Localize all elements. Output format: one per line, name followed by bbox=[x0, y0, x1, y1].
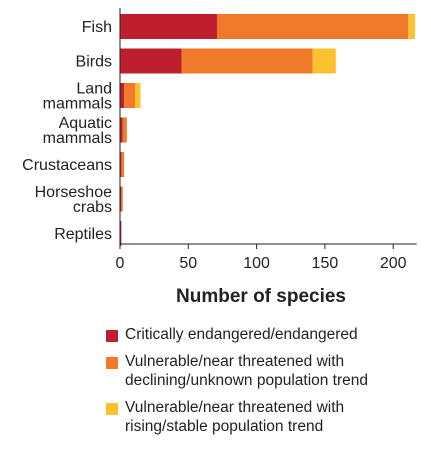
legend-label: Vulnerable/near threatened with rising/s… bbox=[125, 398, 344, 436]
category-label: mammals bbox=[43, 96, 112, 113]
bar-segment bbox=[135, 83, 141, 108]
x-tick-label: 150 bbox=[312, 255, 339, 272]
category-label: Aquatic bbox=[59, 115, 112, 132]
category-labels: FishBirdsLandmammalsAquaticmammalsCrusta… bbox=[22, 19, 112, 243]
x-tick-label: 200 bbox=[380, 255, 407, 272]
category-label: Reptiles bbox=[54, 226, 112, 243]
bar-segment bbox=[122, 117, 127, 143]
legend-label: Critically endangered/endangered bbox=[125, 325, 358, 344]
x-tick-label: 50 bbox=[179, 255, 197, 272]
x-tick-label: 100 bbox=[243, 255, 270, 272]
bar-segment bbox=[408, 14, 416, 39]
x-tick-label: 0 bbox=[116, 255, 125, 272]
legend-swatch-stable bbox=[106, 403, 118, 415]
bar-segment bbox=[124, 83, 136, 108]
legend-item: Critically endangered/endangered bbox=[106, 325, 426, 344]
bar-segment bbox=[120, 221, 122, 246]
x-ticks: 0 50 100 150 200 bbox=[116, 244, 407, 272]
legend-swatch-endangered bbox=[106, 330, 118, 342]
category-label: mammals bbox=[43, 130, 112, 147]
category-label: crabs bbox=[73, 199, 112, 216]
bar-segment bbox=[120, 117, 123, 143]
x-axis-title: Number of species bbox=[176, 286, 346, 307]
bar-segment bbox=[120, 152, 122, 177]
bar-segment bbox=[216, 14, 409, 39]
legend-item: Vulnerable/near threatened with rising/s… bbox=[106, 398, 426, 436]
legend-label-line: Vulnerable/near threatened with bbox=[125, 399, 345, 416]
legend-label-line: rising/stable population trend bbox=[125, 418, 324, 435]
bar-segment bbox=[120, 186, 122, 212]
category-label: Horseshoe bbox=[35, 184, 112, 201]
bar-segment bbox=[181, 48, 313, 74]
bar-segment bbox=[120, 14, 217, 39]
bar-segment bbox=[312, 48, 336, 74]
legend: Critically endangered/endangered Vulnera… bbox=[106, 325, 426, 444]
bar-segment bbox=[120, 48, 182, 74]
category-label: Crustaceans bbox=[22, 157, 112, 174]
legend-swatch-declining bbox=[106, 357, 118, 369]
legend-label: Vulnerable/near threatened with declinin… bbox=[125, 352, 368, 390]
bars-group bbox=[120, 14, 416, 246]
legend-label-line: Critically endangered/endangered bbox=[125, 326, 358, 343]
bar-segment bbox=[121, 186, 123, 212]
bar-segment bbox=[120, 83, 125, 108]
category-label: Fish bbox=[82, 19, 112, 36]
category-label: Birds bbox=[76, 54, 112, 71]
legend-item: Vulnerable/near threatened with declinin… bbox=[106, 352, 426, 390]
legend-label-line: declining/unknown population trend bbox=[125, 372, 369, 389]
category-label: Land bbox=[76, 81, 112, 98]
legend-label-line: Vulnerable/near threatened with bbox=[125, 353, 345, 370]
stacked-bar-chart: FishBirdsLandmammalsAquaticmammalsCrusta… bbox=[22, 8, 417, 307]
bar-segment bbox=[121, 152, 125, 177]
